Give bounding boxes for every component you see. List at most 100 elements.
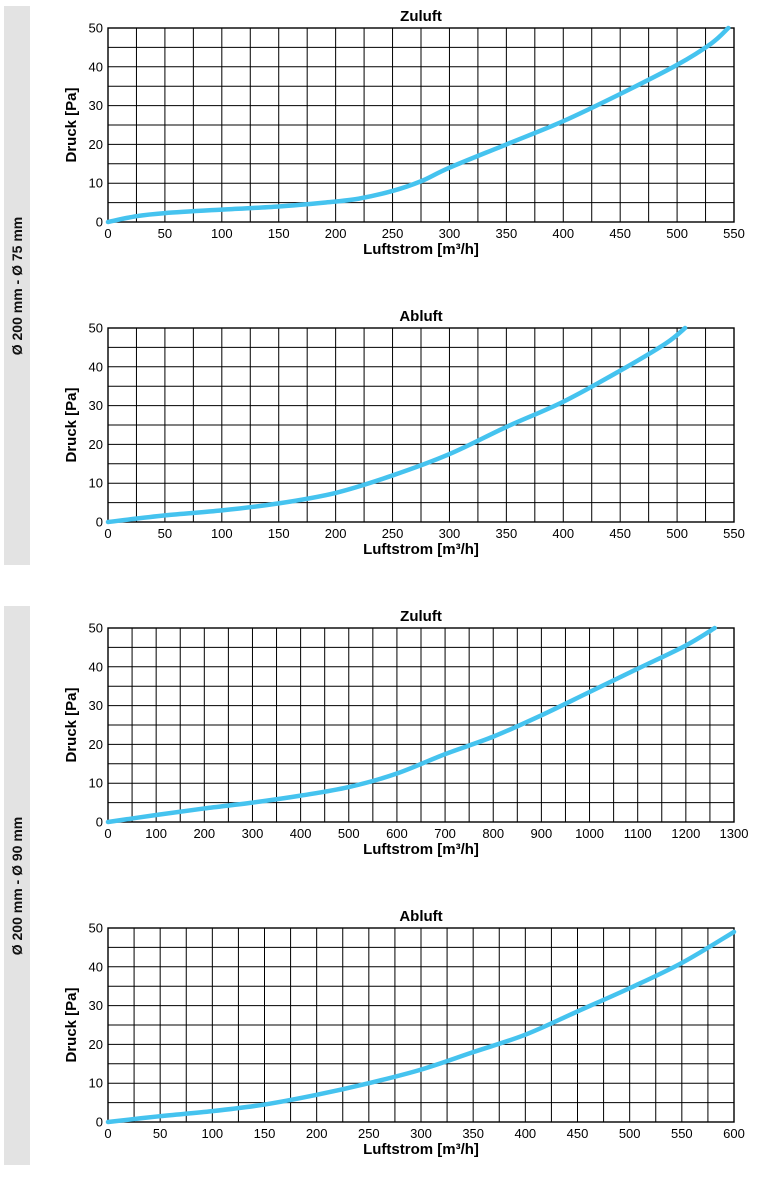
x-tick-label: 800	[482, 826, 504, 841]
y-tick-label: 30	[89, 698, 103, 713]
x-tick-label: 500	[666, 526, 688, 541]
y-tick-label: 20	[89, 737, 103, 752]
x-tick-label: 1300	[720, 826, 749, 841]
x-tick-label: 300	[439, 526, 461, 541]
y-axis-label: Druck [Pa]	[63, 87, 80, 162]
y-tick-label: 40	[89, 359, 103, 374]
x-tick-label: 500	[338, 826, 360, 841]
chart-title: Abluft	[399, 308, 442, 325]
x-tick-label: 900	[531, 826, 553, 841]
x-tick-label: 150	[254, 1126, 276, 1141]
y-tick-label: 10	[89, 1076, 103, 1091]
x-tick-label: 150	[268, 226, 290, 241]
x-tick-label: 150	[268, 526, 290, 541]
series-line	[105, 625, 717, 825]
x-tick-label: 300	[242, 826, 264, 841]
x-tick-label: 550	[723, 226, 745, 241]
y-tick-label: 0	[96, 515, 103, 530]
x-tick-label: 100	[211, 226, 233, 241]
x-tick-label: 400	[552, 226, 574, 241]
y-tick-label: 40	[89, 59, 103, 74]
y-tick-label: 20	[89, 437, 103, 452]
y-tick-label: 30	[89, 998, 103, 1013]
chart-zuluft-75: Zuluft 0 50 100 150 200 250 300 350 400 450 500 550 0…	[63, 8, 745, 258]
y-axis-label: Druck [Pa]	[63, 987, 80, 1062]
series-line	[105, 25, 731, 225]
plot-frame	[107, 27, 735, 223]
x-tick-label: 300	[439, 226, 461, 241]
x-axis-label: Luftstrom [m³/h]	[363, 541, 479, 558]
x-tick-label: 200	[306, 1126, 328, 1141]
x-tick-label: 200	[193, 826, 215, 841]
x-axis-label: Luftstrom [m³/h]	[363, 241, 479, 258]
x-tick-label: 450	[609, 526, 631, 541]
chart-title: Zuluft	[400, 8, 442, 25]
x-tick-label: 250	[358, 1126, 380, 1141]
plot-frame	[107, 927, 735, 1123]
x-tick-label: 1000	[575, 826, 604, 841]
x-tick-label: 100	[145, 826, 167, 841]
x-tick-label: 50	[158, 526, 172, 541]
y-tick-label: 30	[89, 398, 103, 413]
series-line	[105, 325, 688, 525]
y-tick-label: 30	[89, 98, 103, 113]
plot-frame	[107, 327, 735, 523]
y-tick-label: 50	[89, 921, 103, 936]
x-tick-label: 600	[386, 826, 408, 841]
x-tick-label: 0	[104, 226, 111, 241]
x-tick-label: 350	[462, 1126, 484, 1141]
x-tick-label: 100	[211, 526, 233, 541]
y-tick-label: 0	[96, 815, 103, 830]
x-tick-label: 400	[514, 1126, 536, 1141]
x-tick-label: 450	[567, 1126, 589, 1141]
x-tick-label: 500	[666, 226, 688, 241]
x-tick-label: 400	[290, 826, 312, 841]
y-tick-label: 20	[89, 137, 103, 152]
x-axis-label: Luftstrom [m³/h]	[363, 841, 479, 858]
x-tick-label: 450	[609, 226, 631, 241]
x-tick-label: 1100	[624, 826, 652, 841]
x-tick-label: 300	[410, 1126, 432, 1141]
x-tick-label: 250	[382, 226, 404, 241]
y-tick-label: 40	[89, 959, 103, 974]
chart-title: Zuluft	[400, 608, 442, 625]
y-tick-label: 50	[89, 21, 103, 36]
x-tick-label: 250	[382, 526, 404, 541]
y-axis-label: Druck [Pa]	[63, 387, 80, 462]
x-tick-label: 350	[496, 526, 518, 541]
y-tick-label: 50	[89, 321, 103, 336]
x-tick-label: 200	[325, 526, 347, 541]
x-tick-label: 200	[325, 226, 347, 241]
x-tick-label: 0	[104, 826, 111, 841]
group-band-90mm: Ø 200 mm - Ø 90 mm	[4, 606, 30, 1165]
y-tick-label: 50	[89, 621, 103, 636]
x-tick-label: 100	[201, 1126, 223, 1141]
x-axis-label: Luftstrom [m³/h]	[363, 1141, 479, 1158]
x-tick-label: 550	[723, 526, 745, 541]
x-tick-label: 700	[434, 826, 456, 841]
y-tick-label: 10	[89, 476, 103, 491]
y-axis-label: Druck [Pa]	[63, 687, 80, 762]
x-tick-label: 400	[552, 526, 574, 541]
x-tick-label: 350	[496, 226, 518, 241]
series-line	[105, 929, 737, 1125]
x-tick-label: 600	[723, 1126, 745, 1141]
group-band-75mm: Ø 200 mm - Ø 75 mm	[4, 6, 30, 565]
chart-title: Abluft	[399, 908, 442, 925]
y-tick-label: 20	[89, 1037, 103, 1052]
x-tick-label: 0	[104, 526, 111, 541]
y-tick-label: 10	[89, 176, 103, 191]
x-tick-label: 1200	[671, 826, 700, 841]
x-tick-label: 50	[158, 226, 172, 241]
y-tick-label: 40	[89, 659, 103, 674]
chart-abluft-75: Abluft 0 50 100 150 200 250 300 350 400 450 500 550 0…	[63, 308, 745, 558]
x-tick-label: 50	[153, 1126, 167, 1141]
x-tick-label: 0	[104, 1126, 111, 1141]
x-tick-label: 500	[619, 1126, 641, 1141]
plot-frame	[107, 627, 735, 823]
y-tick-label: 0	[96, 215, 103, 230]
y-tick-label: 0	[96, 1115, 103, 1130]
x-tick-label: 550	[671, 1126, 693, 1141]
